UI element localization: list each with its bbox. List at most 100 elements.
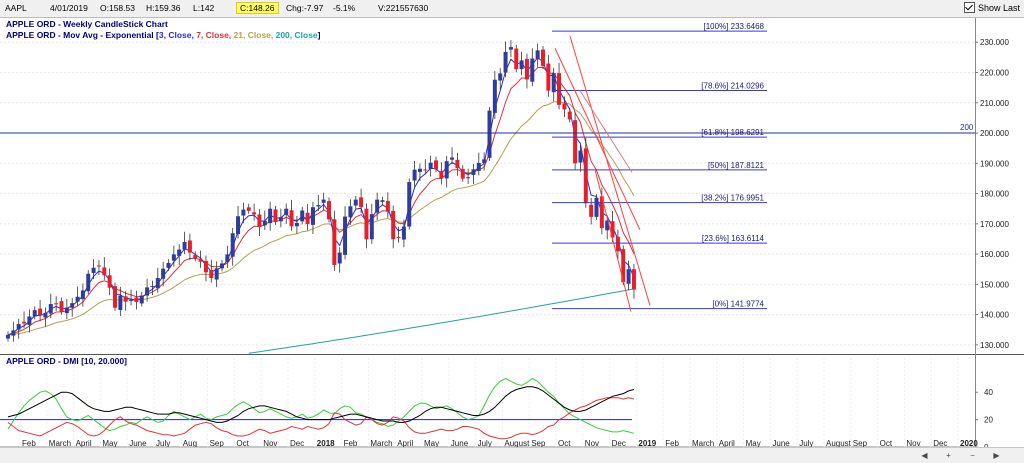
price-tick-label: 130.000	[980, 341, 1009, 350]
time-tick-label: Oct	[558, 439, 571, 447]
time-tick-label: May	[746, 439, 761, 447]
ema200-legend: 200, Close	[276, 30, 318, 40]
candle-up	[262, 220, 267, 226]
candle-down	[252, 212, 257, 215]
show-last-checkbox[interactable]	[963, 2, 975, 13]
zoom-in-icon[interactable]: +	[946, 451, 951, 460]
high-value: H:159.36	[146, 3, 181, 13]
trend-annotations	[554, 36, 651, 312]
scroll-left-icon[interactable]: ◀	[921, 451, 928, 460]
candle-up	[321, 199, 326, 203]
dmi-panel: 40 20 0	[0, 377, 993, 447]
candle-down	[289, 210, 294, 227]
time-tick-label: March	[49, 439, 71, 447]
candle-down	[615, 236, 620, 252]
candle-up	[535, 50, 540, 60]
price-tick-label: 160.000	[980, 250, 1009, 259]
show-last-label: Show Last	[977, 2, 1020, 13]
candle-up	[70, 303, 75, 308]
candle-down	[562, 103, 567, 110]
candle-up	[626, 269, 631, 284]
change-percent: -5.1%	[333, 3, 356, 13]
dmi-tick-label: 20	[984, 416, 993, 425]
candle-down	[332, 219, 337, 266]
time-tick-label: April	[719, 439, 735, 447]
candle-up	[177, 249, 182, 256]
candle-down	[455, 159, 460, 169]
scroll-right-icon[interactable]: ▶	[993, 451, 1000, 460]
adx-line	[7, 386, 635, 423]
candle-up	[380, 200, 385, 202]
candle-down	[257, 214, 262, 227]
candle-up	[75, 296, 80, 302]
time-tick-label: Feb	[665, 439, 679, 447]
chart-area[interactable]: 200[100%] 233.6468[78.6%] 214.0296[61.8%…	[0, 18, 1024, 447]
candle-up	[64, 307, 69, 314]
time-tick-label: Sep	[210, 439, 225, 447]
candle-down	[187, 240, 192, 253]
fib-level-label: [61.8%] 198.6291	[701, 128, 764, 137]
candle-up	[86, 273, 91, 292]
candle-down	[621, 249, 626, 283]
candle-down	[385, 200, 390, 212]
time-tick-label: Oct	[880, 439, 893, 447]
candle-down	[22, 321, 27, 324]
candle-up	[519, 60, 524, 70]
time-tick-label: 2020	[960, 439, 978, 447]
price-tick-label: 220.000	[980, 68, 1009, 77]
ema7-legend: 7, Close,	[196, 30, 233, 40]
downtrend-line-outer	[554, 48, 641, 231]
price-tick-label: 180.000	[980, 190, 1009, 199]
candle-down	[599, 196, 604, 229]
candle-up	[498, 73, 503, 81]
time-tick-label: Nov	[585, 439, 599, 447]
candle-up	[551, 73, 556, 93]
candle-up	[578, 150, 583, 163]
time-tick-label: Sep	[531, 439, 546, 447]
candle-up	[139, 295, 144, 304]
candle-down	[583, 148, 588, 204]
candle-up	[476, 162, 481, 171]
show-last-toggle[interactable]: Show Last	[963, 2, 1020, 13]
candle-up	[6, 334, 10, 339]
candle-up	[118, 295, 123, 310]
time-tick-label: Aug	[183, 439, 197, 447]
price-tick-label: 230.000	[980, 38, 1009, 47]
candle-up	[369, 214, 374, 240]
ema7-line	[7, 66, 635, 336]
candle-up	[294, 222, 299, 227]
zoom-out-icon[interactable]: −	[970, 451, 975, 460]
candle-up	[482, 159, 487, 163]
low-value: L:142	[193, 3, 215, 13]
candle-up	[471, 169, 476, 175]
time-tick-label: March	[370, 439, 392, 447]
candle-up	[284, 208, 289, 215]
candle-up	[417, 168, 422, 172]
candle-up	[310, 207, 315, 225]
candle-up	[80, 290, 85, 300]
candle-down	[359, 197, 364, 208]
candle-up	[487, 110, 492, 158]
candle-down	[38, 308, 43, 316]
candle-up	[16, 324, 21, 330]
candle-down	[557, 73, 562, 105]
time-axis: Feb March April May June July Aug Sep Oct Nov Dec 2…	[22, 439, 978, 447]
price-tick-label: 140.000	[980, 311, 1009, 320]
candle-up	[48, 304, 53, 314]
candle-down	[203, 260, 208, 273]
time-tick-label: June	[129, 439, 147, 447]
candle-down	[460, 168, 465, 179]
chart-background	[0, 18, 1024, 447]
time-tick-label: Nov	[906, 439, 920, 447]
candle-up	[27, 316, 32, 325]
time-scrollbar[interactable]: ◀ + − ▶	[0, 447, 1024, 463]
candle-up	[91, 267, 96, 274]
time-tick-label: March	[692, 439, 714, 447]
candle-down	[567, 111, 572, 120]
time-tick-label: June	[451, 439, 469, 447]
candle-down	[209, 270, 214, 279]
ma-legend-prefix: APPLE ORD - Mov Avg - Exponential	[6, 30, 156, 40]
fib-level-label: [100%] 233.6468	[704, 22, 765, 31]
time-tick-label: Feb	[344, 439, 358, 447]
